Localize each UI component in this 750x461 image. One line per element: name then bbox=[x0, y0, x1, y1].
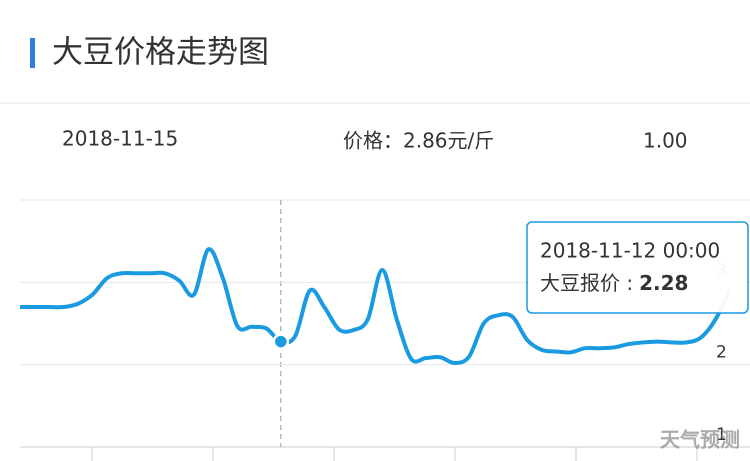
tooltip-text: 大豆报价 :2.28 bbox=[540, 271, 688, 295]
price-line bbox=[20, 247, 732, 366]
y-tick-label: 2 bbox=[716, 343, 727, 363]
page-title: 大豆价格走势图 bbox=[52, 35, 269, 71]
tooltip-label: 大豆报价 : bbox=[540, 271, 633, 295]
title-accent bbox=[30, 38, 35, 68]
tooltip-box bbox=[526, 221, 749, 314]
y-tick-label: 1 bbox=[716, 425, 727, 445]
watermark: 天气预测 bbox=[660, 428, 740, 452]
info-change: 1.00 bbox=[643, 129, 688, 153]
active-point bbox=[272, 333, 290, 350]
info-price: 价格：2.86元/斤 bbox=[343, 129, 494, 153]
tooltip-value: 2.28 bbox=[639, 271, 688, 295]
tooltip: 2018-11-12 00:00 大豆报价 :2.28 bbox=[526, 221, 749, 314]
tooltip-date: 2018-11-12 00:00 bbox=[540, 239, 720, 263]
info-date: 2018-11-15 bbox=[62, 127, 178, 151]
